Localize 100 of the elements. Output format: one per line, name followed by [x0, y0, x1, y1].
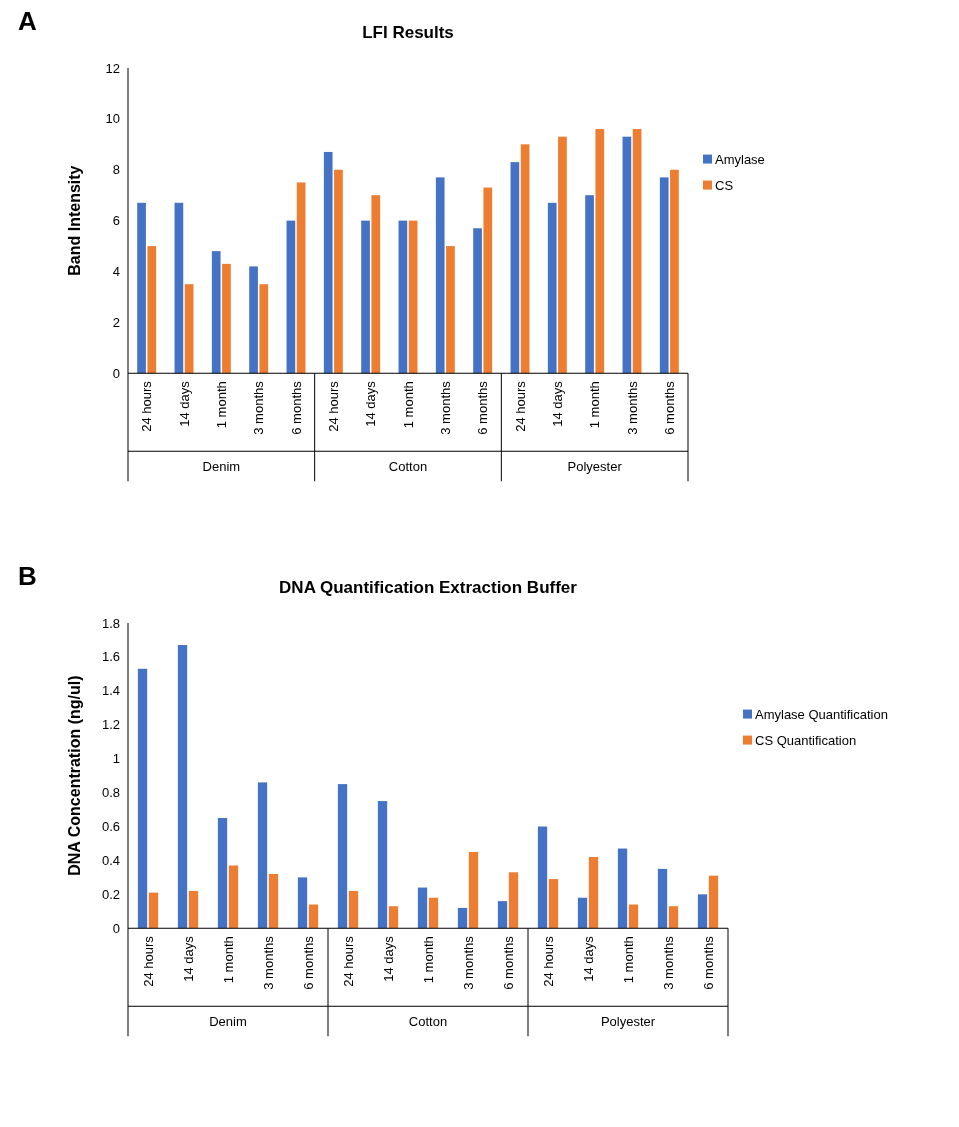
bar	[558, 136, 567, 374]
bar	[296, 182, 306, 374]
x-tick-label: 1 month	[620, 936, 636, 984]
bar	[446, 246, 455, 374]
text: Denim	[209, 1014, 247, 1030]
bar	[388, 906, 399, 929]
x-tick-label: 24 hours	[540, 935, 556, 987]
bar	[697, 894, 708, 929]
bar	[483, 187, 493, 374]
bar	[548, 879, 559, 929]
x-tick-label: 14 days	[180, 935, 196, 982]
bar	[361, 220, 370, 374]
y-tick-label: 0	[112, 365, 120, 381]
y-tick-label: 0.6	[101, 819, 120, 835]
bar	[537, 826, 548, 929]
x-tick-label: 24 hours	[140, 935, 156, 987]
text: Cotton	[388, 459, 428, 475]
bar	[659, 177, 669, 374]
bar	[249, 266, 258, 374]
bar	[222, 263, 231, 374]
y-tick-label: 12	[105, 60, 120, 76]
y-tick-label: 2	[112, 314, 120, 330]
x-tick-label: 6 months	[700, 935, 716, 990]
text: A	[18, 6, 37, 36]
bar	[585, 195, 594, 374]
y-tick-label: 10	[105, 111, 120, 127]
bar	[468, 851, 479, 929]
bar	[547, 202, 557, 374]
y-tick-label: 4	[112, 264, 120, 280]
x-tick-label: 24 hours	[325, 380, 341, 432]
bar	[377, 801, 388, 929]
text: B	[18, 561, 37, 591]
bar	[217, 818, 228, 929]
bar	[632, 129, 642, 374]
bar	[617, 848, 628, 929]
bar	[473, 228, 482, 374]
x-tick-label: 1 month	[587, 381, 603, 429]
y-axis-title: DNA Concentration (ng/ul)	[66, 675, 83, 876]
x-tick-label: 3 months	[624, 380, 640, 435]
x-tick-label: 3 months	[660, 935, 676, 990]
y-axis-title: Band Intensity	[66, 165, 83, 276]
x-tick-label: 6 months	[500, 935, 516, 990]
text: Cotton	[408, 1014, 448, 1030]
bar	[708, 875, 719, 929]
bar	[257, 782, 268, 929]
x-tick-label: 6 months	[661, 380, 677, 435]
y-tick-label: 1.8	[101, 615, 120, 631]
bar	[188, 890, 199, 929]
bar	[148, 892, 159, 929]
bar	[337, 784, 348, 929]
bar	[348, 890, 359, 929]
bar	[174, 202, 184, 374]
bar	[323, 151, 333, 374]
bar	[670, 169, 679, 374]
bar	[259, 284, 269, 374]
bar	[417, 887, 428, 929]
bar	[177, 645, 188, 929]
legend-label: CS Quantification	[755, 733, 857, 749]
bar	[428, 897, 439, 929]
bar	[371, 195, 381, 374]
legend-label: Amylase	[715, 152, 765, 168]
x-tick-label: 6 months	[475, 380, 491, 435]
x-tick-label: 14 days	[380, 935, 396, 982]
bar	[657, 868, 668, 929]
bar	[668, 906, 679, 929]
bar	[308, 904, 319, 929]
x-tick-label: 14 days	[580, 935, 596, 982]
x-tick-label: 1 month	[213, 381, 229, 429]
text: Polyester	[600, 1014, 656, 1030]
bar	[184, 284, 194, 374]
bar	[147, 246, 157, 374]
y-tick-label: 8	[112, 162, 120, 178]
x-tick-label: 3 months	[251, 380, 267, 435]
text: Polyester	[567, 459, 623, 475]
chart-title: LFI Results	[362, 23, 454, 42]
legend-label: Amylase Quantification	[755, 707, 888, 723]
y-tick-label: 0.4	[101, 852, 120, 868]
x-tick-label: 1 month	[220, 936, 236, 984]
chart-title: DNA Quantification Extraction Buffer	[279, 578, 578, 597]
bar	[297, 877, 308, 929]
x-tick-label: 14 days	[549, 380, 565, 427]
x-tick-label: 6 months	[288, 380, 304, 435]
x-tick-label: 3 months	[260, 935, 276, 990]
bar	[622, 136, 632, 374]
bar	[334, 169, 343, 374]
y-tick-label: 1.2	[101, 717, 120, 733]
bar	[228, 865, 239, 929]
bar	[577, 897, 588, 929]
bar	[137, 202, 146, 374]
x-tick-label: 3 months	[460, 935, 476, 990]
x-tick-label: 6 months	[300, 935, 316, 990]
y-tick-label: 1	[112, 751, 120, 767]
bar	[588, 857, 599, 929]
bar	[268, 873, 279, 929]
text: Denim	[202, 459, 241, 475]
x-tick-label: 24 hours	[512, 380, 528, 432]
x-tick-label: 3 months	[437, 380, 453, 435]
bar	[510, 162, 520, 374]
x-tick-label: 24 hours	[340, 935, 356, 987]
y-tick-label: 1.6	[101, 649, 120, 665]
